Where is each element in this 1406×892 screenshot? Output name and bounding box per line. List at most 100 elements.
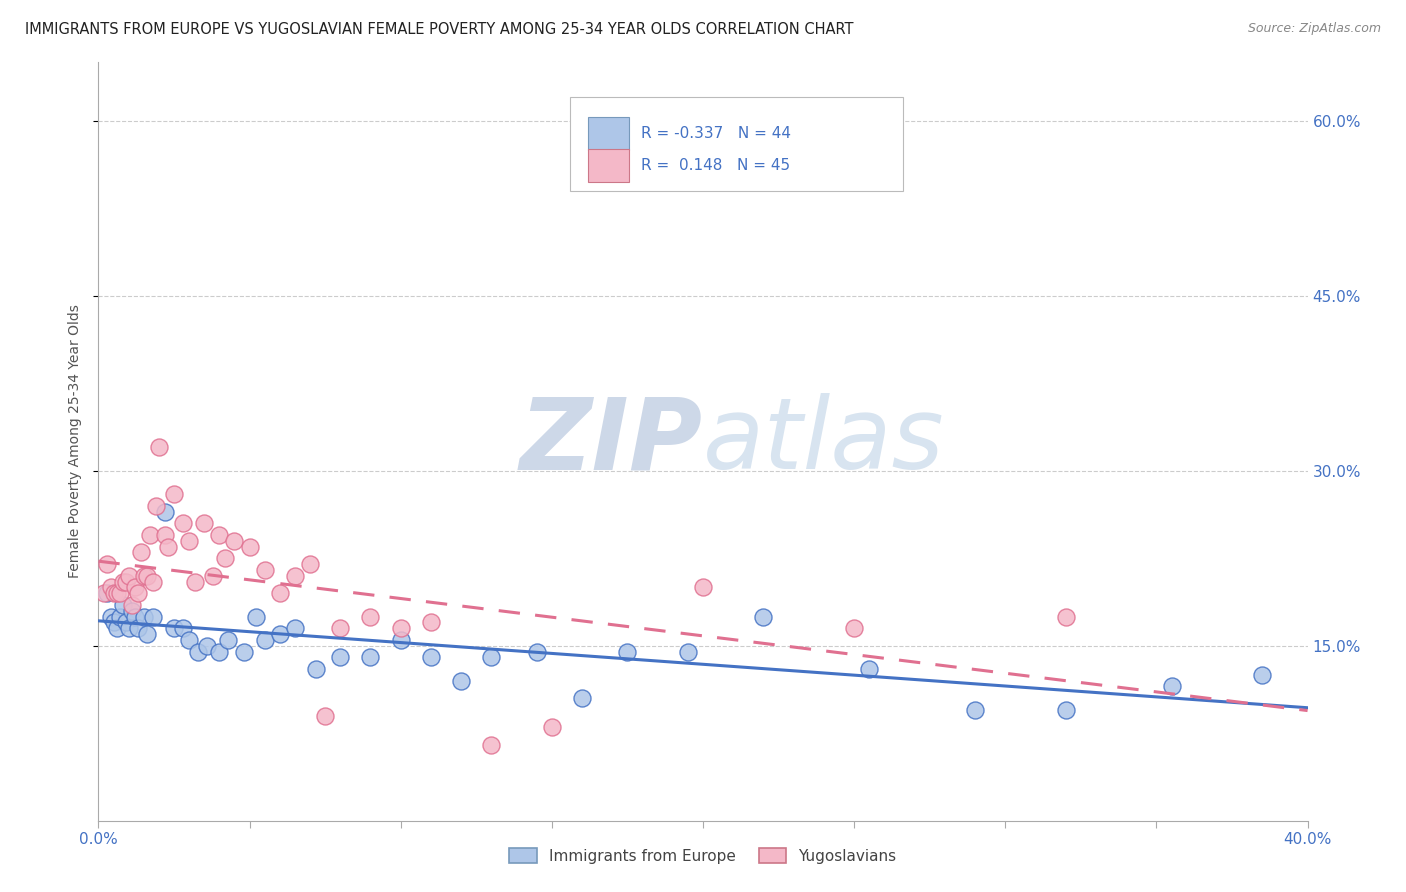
Point: [450, 673, 472, 688]
Point: [124, 580, 146, 594]
FancyBboxPatch shape: [588, 149, 630, 183]
Point: [135, 627, 157, 641]
Point: [540, 720, 562, 734]
Point: [1054, 703, 1077, 717]
Point: [153, 528, 176, 542]
Point: [103, 586, 125, 600]
Point: [676, 644, 699, 658]
Point: [305, 662, 328, 676]
FancyBboxPatch shape: [588, 117, 630, 150]
Point: [121, 604, 143, 618]
Point: [481, 650, 503, 665]
Point: [329, 621, 352, 635]
Point: [269, 586, 291, 600]
Point: [118, 621, 141, 635]
Point: [172, 621, 194, 635]
Point: [481, 738, 503, 752]
Point: [103, 615, 125, 630]
Point: [253, 632, 276, 647]
Point: [692, 580, 714, 594]
Point: [858, 662, 880, 676]
Point: [114, 615, 136, 630]
Point: [127, 621, 149, 635]
Point: [129, 545, 152, 559]
Point: [239, 540, 262, 554]
Point: [208, 644, 231, 658]
Point: [100, 580, 122, 594]
Point: [245, 609, 267, 624]
Point: [96, 557, 118, 571]
Point: [214, 551, 236, 566]
Point: [100, 609, 122, 624]
Point: [132, 568, 155, 582]
Point: [232, 644, 254, 658]
Point: [127, 586, 149, 600]
Point: [111, 574, 134, 589]
Point: [193, 516, 215, 531]
Y-axis label: Female Poverty Among 25-34 Year Olds: Female Poverty Among 25-34 Year Olds: [69, 304, 83, 579]
Point: [389, 621, 412, 635]
Point: [124, 609, 146, 624]
Point: [142, 574, 165, 589]
Point: [420, 615, 443, 630]
Text: ZIP: ZIP: [520, 393, 703, 490]
Point: [93, 586, 115, 600]
Text: atlas: atlas: [703, 393, 945, 490]
Point: [132, 609, 155, 624]
Point: [299, 557, 322, 571]
Point: [253, 563, 276, 577]
Point: [329, 650, 352, 665]
Point: [526, 644, 548, 658]
Point: [844, 621, 866, 635]
Point: [121, 598, 143, 612]
Point: [284, 621, 307, 635]
Point: [314, 708, 336, 723]
Point: [135, 568, 157, 582]
FancyBboxPatch shape: [569, 96, 903, 191]
Point: [360, 609, 382, 624]
Point: [965, 703, 987, 717]
Point: [145, 499, 167, 513]
Text: R =  0.148   N = 45: R = 0.148 N = 45: [641, 158, 790, 173]
Point: [172, 516, 194, 531]
Point: [389, 632, 412, 647]
Point: [184, 574, 207, 589]
Point: [108, 609, 131, 624]
Point: [179, 632, 201, 647]
Point: [202, 568, 225, 582]
Point: [142, 609, 165, 624]
Point: [284, 568, 307, 582]
Point: [105, 621, 128, 635]
Point: [208, 528, 231, 542]
Point: [108, 586, 131, 600]
Point: [105, 586, 128, 600]
Point: [96, 586, 118, 600]
Point: [752, 609, 775, 624]
Point: [153, 504, 176, 518]
Point: [1054, 609, 1077, 624]
Point: [179, 533, 201, 548]
Point: [156, 540, 179, 554]
Point: [111, 598, 134, 612]
Point: [616, 644, 638, 658]
Point: [195, 639, 218, 653]
Point: [360, 650, 382, 665]
Point: [118, 568, 141, 582]
Legend: Immigrants from Europe, Yugoslavians: Immigrants from Europe, Yugoslavians: [503, 842, 903, 870]
Text: IMMIGRANTS FROM EUROPE VS YUGOSLAVIAN FEMALE POVERTY AMONG 25-34 YEAR OLDS CORRE: IMMIGRANTS FROM EUROPE VS YUGOSLAVIAN FE…: [25, 22, 853, 37]
Point: [224, 533, 246, 548]
Point: [139, 528, 162, 542]
Point: [163, 487, 186, 501]
Point: [217, 632, 239, 647]
Point: [114, 574, 136, 589]
Point: [163, 621, 186, 635]
Point: [187, 644, 209, 658]
Text: R = -0.337   N = 44: R = -0.337 N = 44: [641, 126, 792, 141]
Point: [571, 691, 593, 706]
Point: [148, 441, 170, 455]
Point: [420, 650, 443, 665]
Point: [1160, 680, 1182, 694]
Point: [1251, 668, 1274, 682]
Text: Source: ZipAtlas.com: Source: ZipAtlas.com: [1247, 22, 1381, 36]
Point: [269, 627, 291, 641]
